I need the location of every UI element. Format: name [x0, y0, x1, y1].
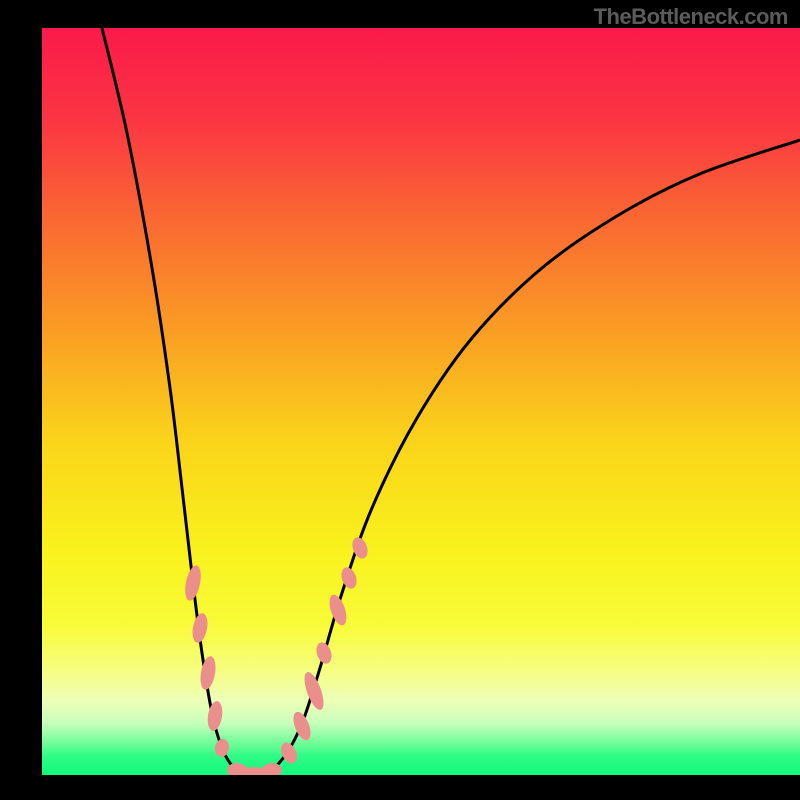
marker-dot: [206, 700, 225, 732]
markers-group: [182, 535, 370, 775]
curve-layer: [42, 28, 800, 775]
marker-dot: [301, 670, 328, 712]
plot-frame: [42, 28, 800, 775]
marker-dot: [326, 593, 350, 628]
marker-dot: [190, 612, 209, 644]
curve-left-branch: [102, 28, 246, 774]
marker-dot: [198, 655, 218, 691]
curve-right-branch: [260, 140, 800, 774]
chart-canvas: TheBottleneck.com: [0, 0, 800, 800]
marker-dot: [339, 565, 360, 590]
marker-dot: [290, 709, 314, 742]
marker-dot: [182, 564, 203, 602]
plot-area: [42, 28, 800, 775]
marker-dot: [214, 738, 231, 758]
marker-dot: [314, 640, 334, 665]
watermark-text: TheBottleneck.com: [594, 4, 788, 30]
